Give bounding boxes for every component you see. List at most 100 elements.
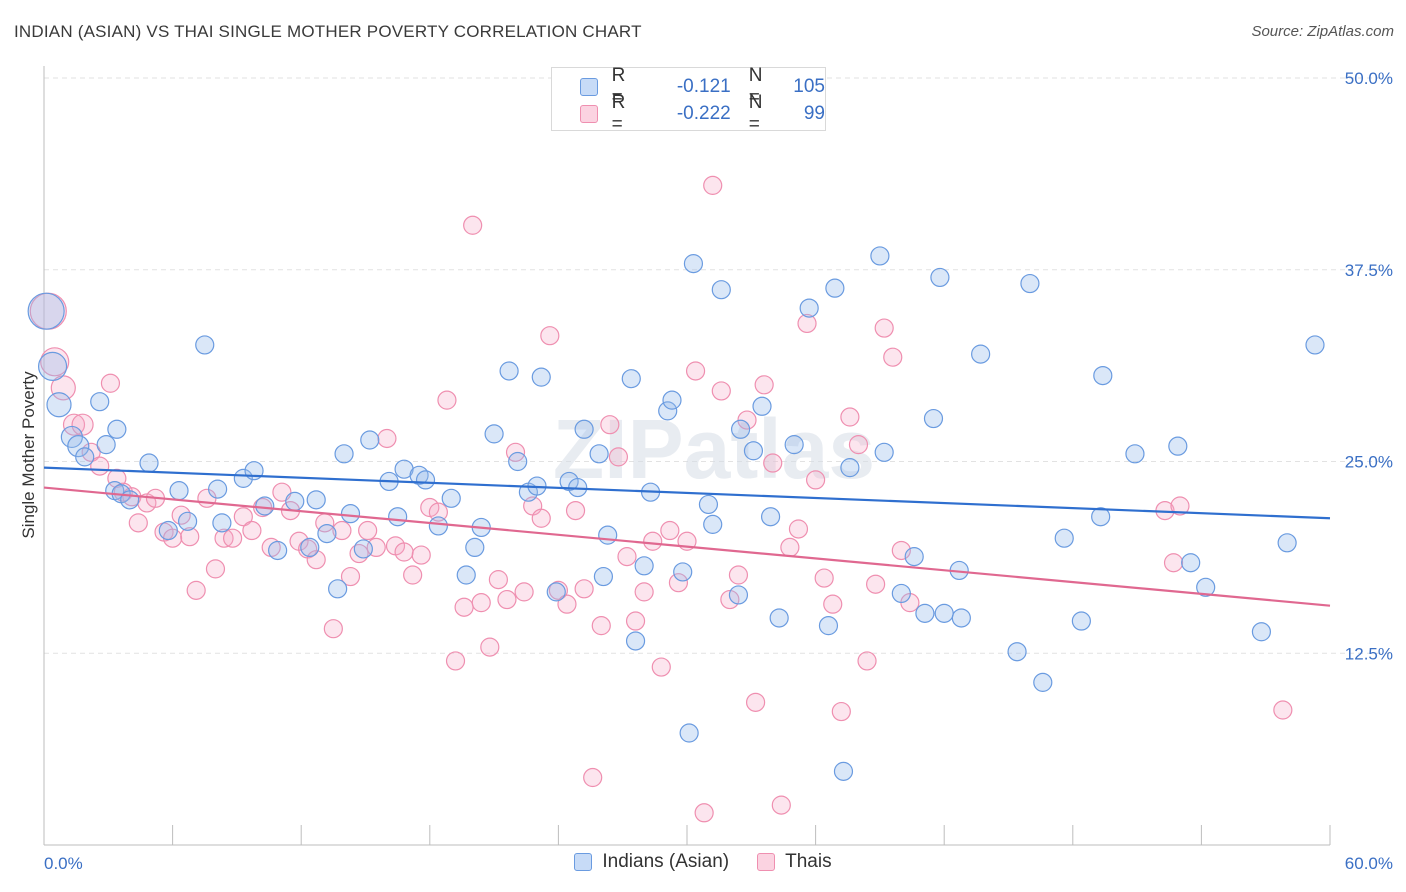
indians-point <box>334 444 354 464</box>
thais-point <box>848 435 869 455</box>
indians-point <box>195 335 215 355</box>
thais-point <box>600 415 620 435</box>
n-label: N = <box>748 92 763 135</box>
x-tick-label: 0.0% <box>44 854 83 873</box>
indians-point <box>388 507 408 527</box>
thais-point <box>728 565 749 585</box>
thais-point <box>866 574 886 594</box>
thais-point <box>883 347 903 367</box>
thais-point <box>788 519 809 539</box>
thais-point <box>660 520 680 541</box>
thais-point <box>445 651 466 671</box>
thais-point <box>40 347 70 377</box>
thais-point <box>514 582 534 602</box>
thais-point <box>454 597 474 617</box>
thais-point <box>754 375 774 395</box>
legend-item-thais: Thais <box>757 851 832 873</box>
indians-point <box>120 490 140 510</box>
thais-point <box>488 570 508 590</box>
indians-point <box>818 616 839 636</box>
indians-point <box>46 392 72 418</box>
indians-point <box>662 390 682 410</box>
thais-point <box>711 381 731 401</box>
indians-point <box>96 435 116 455</box>
thais-point <box>1170 496 1190 516</box>
indians-point <box>799 298 819 318</box>
indians-point <box>1305 335 1325 355</box>
indians-point <box>353 539 373 559</box>
thais-point <box>471 593 491 613</box>
thais-point <box>745 692 766 712</box>
thais-point <box>340 566 361 587</box>
indians-point <box>971 344 991 364</box>
indians-point <box>703 514 723 534</box>
chart-title: INDIAN (ASIAN) VS THAI SINGLE MOTHER POV… <box>14 22 642 41</box>
thais-point <box>685 361 706 381</box>
indians-point <box>870 246 890 266</box>
thais-point <box>540 326 560 346</box>
indians-point <box>1196 577 1216 597</box>
thais-point <box>223 528 243 548</box>
thais-point <box>428 502 448 522</box>
indians-point <box>728 585 749 605</box>
x-tick-label: 60.0% <box>1345 854 1393 873</box>
indians-point <box>328 579 348 599</box>
thais-point <box>128 513 148 533</box>
thais-point <box>463 215 483 235</box>
thais-point <box>643 531 663 551</box>
thais-point <box>608 447 629 467</box>
thais-point <box>186 580 206 600</box>
thais-point <box>763 453 783 473</box>
n-value: 99 <box>803 103 825 124</box>
indians-point <box>1251 622 1272 642</box>
indians-point <box>255 496 275 516</box>
indians-point <box>730 419 751 439</box>
indians-point <box>465 537 485 558</box>
thais-point <box>394 542 414 562</box>
thais-point <box>720 589 740 610</box>
indians-point <box>833 761 854 781</box>
r-label: R = <box>611 65 626 108</box>
indians-point <box>1071 611 1091 631</box>
indians-point <box>658 401 678 421</box>
indians-point <box>711 280 731 300</box>
indians-point <box>27 292 65 330</box>
thais-point <box>557 594 577 614</box>
thais-point <box>625 611 646 631</box>
axes <box>43 66 1331 846</box>
indians-point <box>825 278 845 298</box>
indians-point <box>415 470 436 490</box>
thais-trend-line <box>43 486 1331 607</box>
indians-point <box>1093 365 1113 386</box>
indians-point <box>268 540 288 561</box>
thais-point <box>840 407 860 427</box>
thais-point <box>565 500 586 521</box>
indians-point <box>673 562 693 582</box>
thais-swatch <box>580 105 598 123</box>
thais-point <box>780 537 800 558</box>
n-value: 105 <box>793 76 825 97</box>
indians-point <box>300 537 320 558</box>
indians-point <box>752 396 772 416</box>
thais-point <box>377 428 397 449</box>
series-legend: Indians (Asian) Thais <box>0 851 1406 873</box>
thais-swatch <box>757 853 776 871</box>
indians-point <box>67 435 90 458</box>
indians-point <box>1181 553 1201 573</box>
thais-point <box>480 637 500 657</box>
thais-point <box>411 545 431 565</box>
indians-point <box>621 369 641 389</box>
thais-point <box>857 651 877 671</box>
indians-point <box>499 361 519 381</box>
indians-point <box>874 442 894 462</box>
r-label: R = <box>611 92 626 135</box>
indians-point <box>934 603 954 623</box>
indians-point <box>589 444 609 464</box>
indians-point <box>90 392 110 412</box>
indians-point <box>317 523 337 544</box>
indians-point <box>598 525 618 545</box>
thais-point <box>1163 553 1184 573</box>
indians-point <box>441 488 461 508</box>
thais-point <box>823 594 843 614</box>
indians-point <box>208 479 228 499</box>
